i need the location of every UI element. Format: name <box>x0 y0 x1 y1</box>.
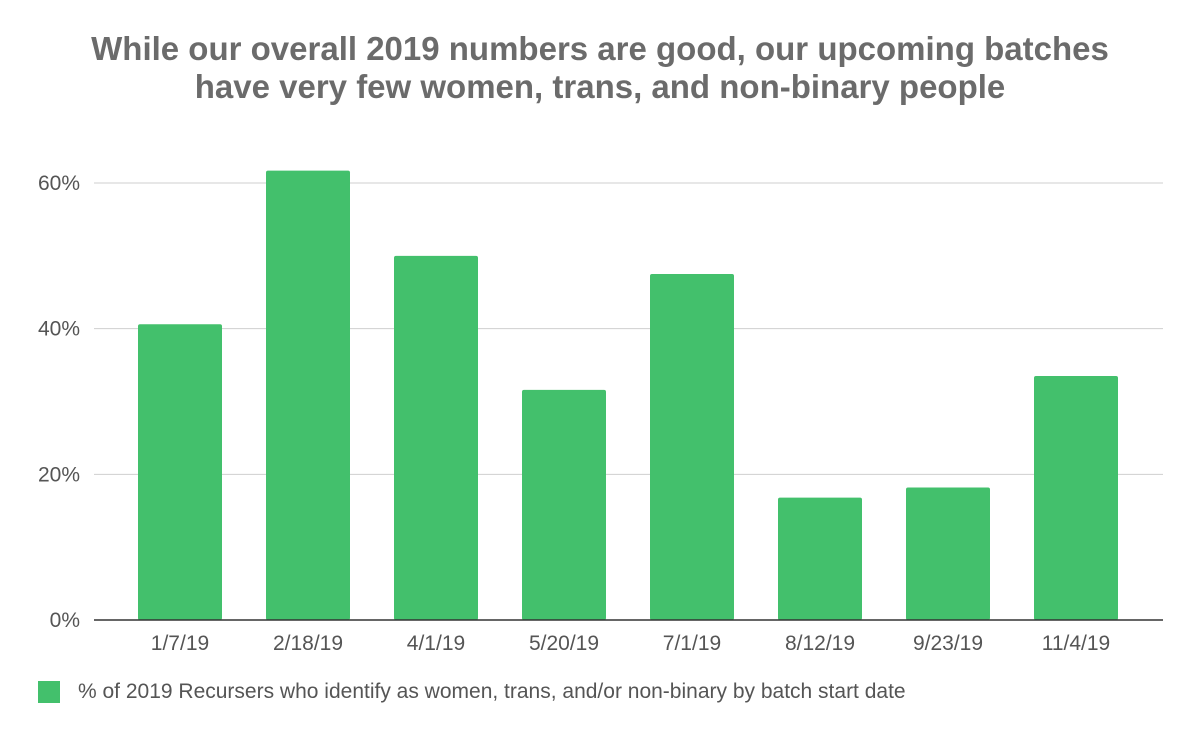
chart-title: While our overall 2019 numbers are good,… <box>0 30 1200 106</box>
bar <box>266 170 350 620</box>
gridlines <box>94 182 1163 475</box>
y-tick-label: 0% <box>50 609 80 632</box>
x-tick-label: 2/18/19 <box>273 632 343 655</box>
bar <box>522 389 606 620</box>
x-tick-label: 5/20/19 <box>529 632 599 655</box>
legend-label: % of 2019 Recursers who identify as wome… <box>78 680 906 703</box>
x-tick-label: 8/12/19 <box>785 632 855 655</box>
bar <box>1034 376 1118 620</box>
bar <box>906 487 990 620</box>
bars <box>138 170 1118 621</box>
x-tick-label: 7/1/19 <box>663 632 721 655</box>
bar <box>650 274 734 620</box>
bar <box>138 324 222 620</box>
x-tick-label: 4/1/19 <box>407 632 465 655</box>
legend: % of 2019 Recursers who identify as wome… <box>38 677 906 707</box>
x-tick-label: 11/4/19 <box>1042 632 1111 655</box>
legend-swatch <box>38 681 60 703</box>
x-tick-label: 9/23/19 <box>913 632 983 655</box>
y-axis-ticks: 0% 20% 40% 60% <box>38 172 80 632</box>
y-tick-label: 60% <box>38 172 80 195</box>
bar <box>778 497 862 620</box>
bar <box>394 255 478 621</box>
chart-title-line-1: While our overall 2019 numbers are good,… <box>91 30 1109 67</box>
y-tick-label: 20% <box>38 463 80 486</box>
x-tick-label: 1/7/19 <box>151 632 209 655</box>
x-axis-ticks: 1/7/19 2/18/19 4/1/19 5/20/19 7/1/19 8/12/19 9… <box>151 632 1110 655</box>
y-tick-label: 40% <box>38 318 80 341</box>
chart-title-line-2: have very few women, trans, and non-bina… <box>194 68 1006 105</box>
